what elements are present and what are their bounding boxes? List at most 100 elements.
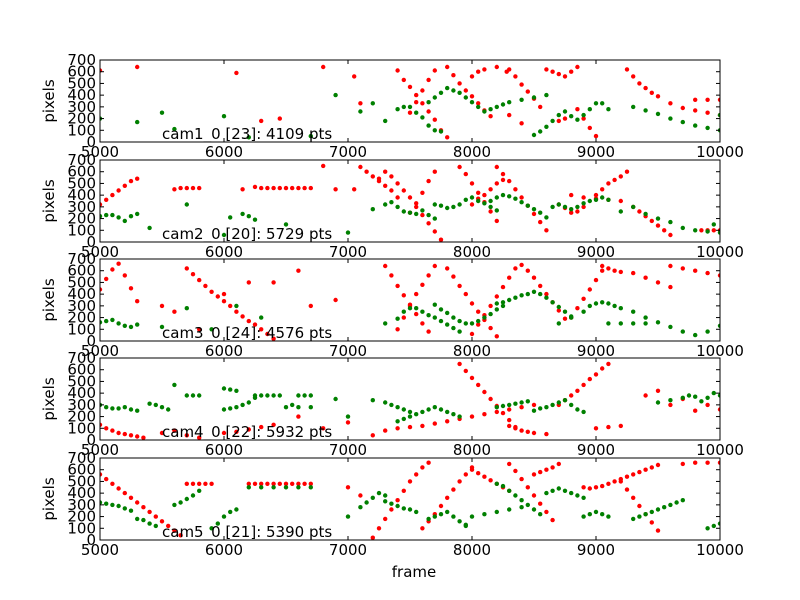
data-point (469, 195, 475, 200)
data-point (581, 195, 586, 200)
data-point (420, 115, 425, 120)
data-point (308, 393, 313, 398)
data-point (476, 318, 481, 324)
x-tick-label: 9000 (577, 243, 615, 261)
data-point (476, 322, 481, 327)
data-point (135, 500, 140, 505)
data-point (463, 321, 468, 326)
data-point (569, 192, 574, 198)
data-point (556, 400, 561, 405)
data-point (469, 202, 475, 207)
axes-frame (99, 59, 721, 143)
y-tick-label: 100 (67, 221, 96, 239)
data-point (234, 405, 239, 410)
data-point (445, 322, 450, 327)
data-point (469, 181, 475, 186)
data-point (550, 204, 555, 210)
data-point (389, 501, 394, 506)
x-tick-label: 10000 (696, 342, 744, 360)
data-point (364, 500, 369, 505)
data-point (370, 535, 375, 540)
data-point (178, 185, 183, 191)
y-tick-label: 300 (67, 396, 96, 414)
x-tick-label: 8000 (453, 441, 491, 459)
data-point (705, 395, 710, 400)
data-point (544, 228, 549, 233)
data-point (600, 366, 605, 371)
data-point (655, 507, 661, 512)
data-point (407, 84, 413, 90)
data-point (631, 309, 636, 314)
data-point (420, 409, 425, 415)
data-point (717, 273, 720, 278)
data-point (283, 485, 289, 490)
data-point (147, 509, 152, 515)
data-point (463, 95, 468, 100)
data-point (587, 107, 592, 112)
y-tick-label: 500 (67, 273, 96, 291)
y-tick-label: 100 (67, 121, 96, 139)
data-point (593, 485, 599, 490)
data-point (668, 398, 673, 403)
data-point (178, 500, 183, 505)
data-point (587, 376, 592, 382)
data-point (513, 426, 518, 431)
data-point (649, 520, 654, 525)
y-axis-label: pixels (40, 278, 58, 322)
data-point (624, 487, 630, 492)
data-point (147, 225, 152, 231)
data-point (531, 493, 537, 498)
y-tick-label: 400 (67, 384, 96, 402)
data-point (693, 268, 698, 273)
data-point (494, 307, 499, 312)
data-point (680, 105, 685, 111)
data-point (110, 317, 115, 323)
y-tick-label: 500 (67, 372, 96, 390)
data-point (500, 171, 506, 177)
data-point (451, 487, 456, 492)
data-point (618, 423, 623, 429)
data-point (519, 405, 524, 410)
data-point (432, 421, 437, 426)
data-point (432, 405, 437, 410)
data-point (190, 272, 196, 277)
y-tick-label: 400 (67, 285, 96, 303)
data-point (562, 109, 568, 114)
data-point (531, 472, 537, 477)
data-point (438, 129, 444, 134)
data-point (246, 427, 251, 432)
data-point (531, 211, 537, 217)
data-point (104, 476, 109, 482)
data-point (432, 315, 437, 320)
data-point (110, 267, 115, 272)
data-point (345, 514, 351, 519)
data-point (153, 523, 158, 529)
data-point (525, 291, 530, 297)
data-point (711, 390, 716, 396)
x-tick-label: 9000 (577, 143, 615, 161)
data-point (705, 270, 710, 276)
data-point (407, 409, 413, 415)
data-point (680, 498, 685, 503)
data-point (482, 109, 487, 114)
data-point (469, 94, 475, 99)
data-point (655, 223, 661, 228)
data-point (172, 528, 177, 533)
data-point (556, 112, 561, 118)
data-point (556, 202, 561, 207)
data-point (209, 327, 214, 332)
data-layer (100, 163, 720, 242)
data-point (587, 303, 592, 309)
data-point (507, 112, 512, 118)
data-point (668, 284, 673, 290)
data-point (271, 422, 276, 427)
data-point (159, 405, 165, 410)
data-point (637, 469, 642, 475)
data-point (637, 81, 642, 86)
data-point (581, 409, 586, 415)
data-point (401, 506, 406, 511)
data-point (290, 402, 295, 408)
data-point (550, 69, 555, 74)
data-point (302, 185, 307, 191)
data-point (544, 467, 549, 472)
